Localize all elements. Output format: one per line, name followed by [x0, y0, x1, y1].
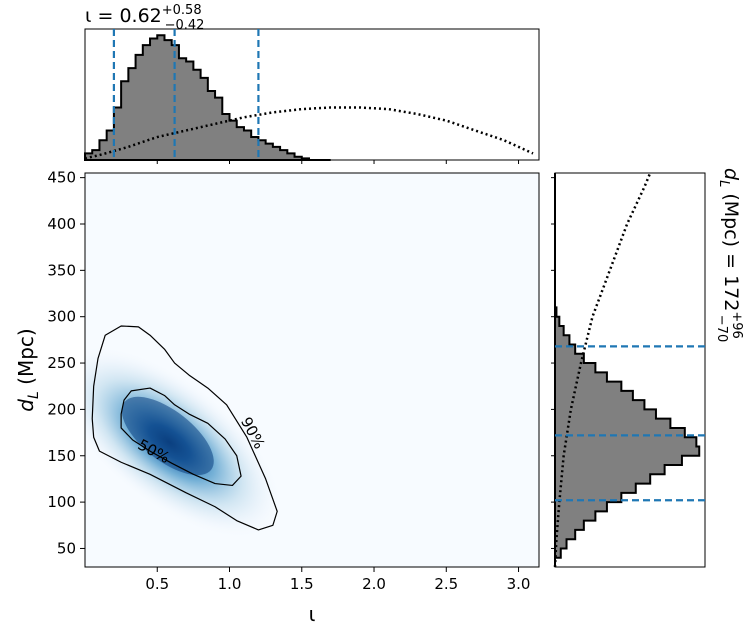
- x-tick-label: 2.5: [434, 575, 458, 593]
- x-tick-label: 0.5: [145, 575, 169, 593]
- y-tick-label: 100: [47, 493, 76, 511]
- joint-panel-frame: [84, 172, 540, 568]
- x-tick-label: 1.5: [290, 575, 314, 593]
- y-tick-label: 250: [47, 354, 76, 372]
- right-prior-histogram: [553, 172, 652, 568]
- top-posterior-histogram: [84, 34, 331, 161]
- heatmap-core: [121, 396, 214, 476]
- top-title: ι = 0.62+0.58 −0.42: [85, 3, 204, 33]
- y-tick-label: 300: [47, 308, 76, 326]
- contour-50pct: [120, 387, 242, 487]
- right-title: dL (Mpc) = 172+96−70: [714, 168, 744, 342]
- y-tick-label: 350: [47, 261, 76, 279]
- joint-panel: 50% 90% 0.5 1.0 1.5 2.0 2.5 3.0501001502002503…: [14, 169, 540, 626]
- y-axis-label: dL (Mpc): [14, 328, 42, 411]
- right-marginal-panel: dL (Mpc) = 172+96−70: [551, 168, 744, 568]
- top-marginal-panel: ι = 0.62+0.58 −0.42: [84, 3, 540, 164]
- y-tick-label: 200: [47, 400, 76, 418]
- y-tick-label: 150: [47, 447, 76, 465]
- x-tick-label: 2.0: [362, 575, 386, 593]
- x-tick-label: 3.0: [507, 575, 531, 593]
- x-axis-label: ι: [309, 602, 316, 626]
- contour-90pct: [91, 325, 278, 531]
- x-tick-label: 1.0: [218, 575, 242, 593]
- top-prior-histogram: [84, 106, 534, 160]
- y-tick-label: 450: [47, 169, 76, 187]
- y-tick-label: 400: [47, 215, 76, 233]
- y-tick-label: 50: [57, 539, 76, 557]
